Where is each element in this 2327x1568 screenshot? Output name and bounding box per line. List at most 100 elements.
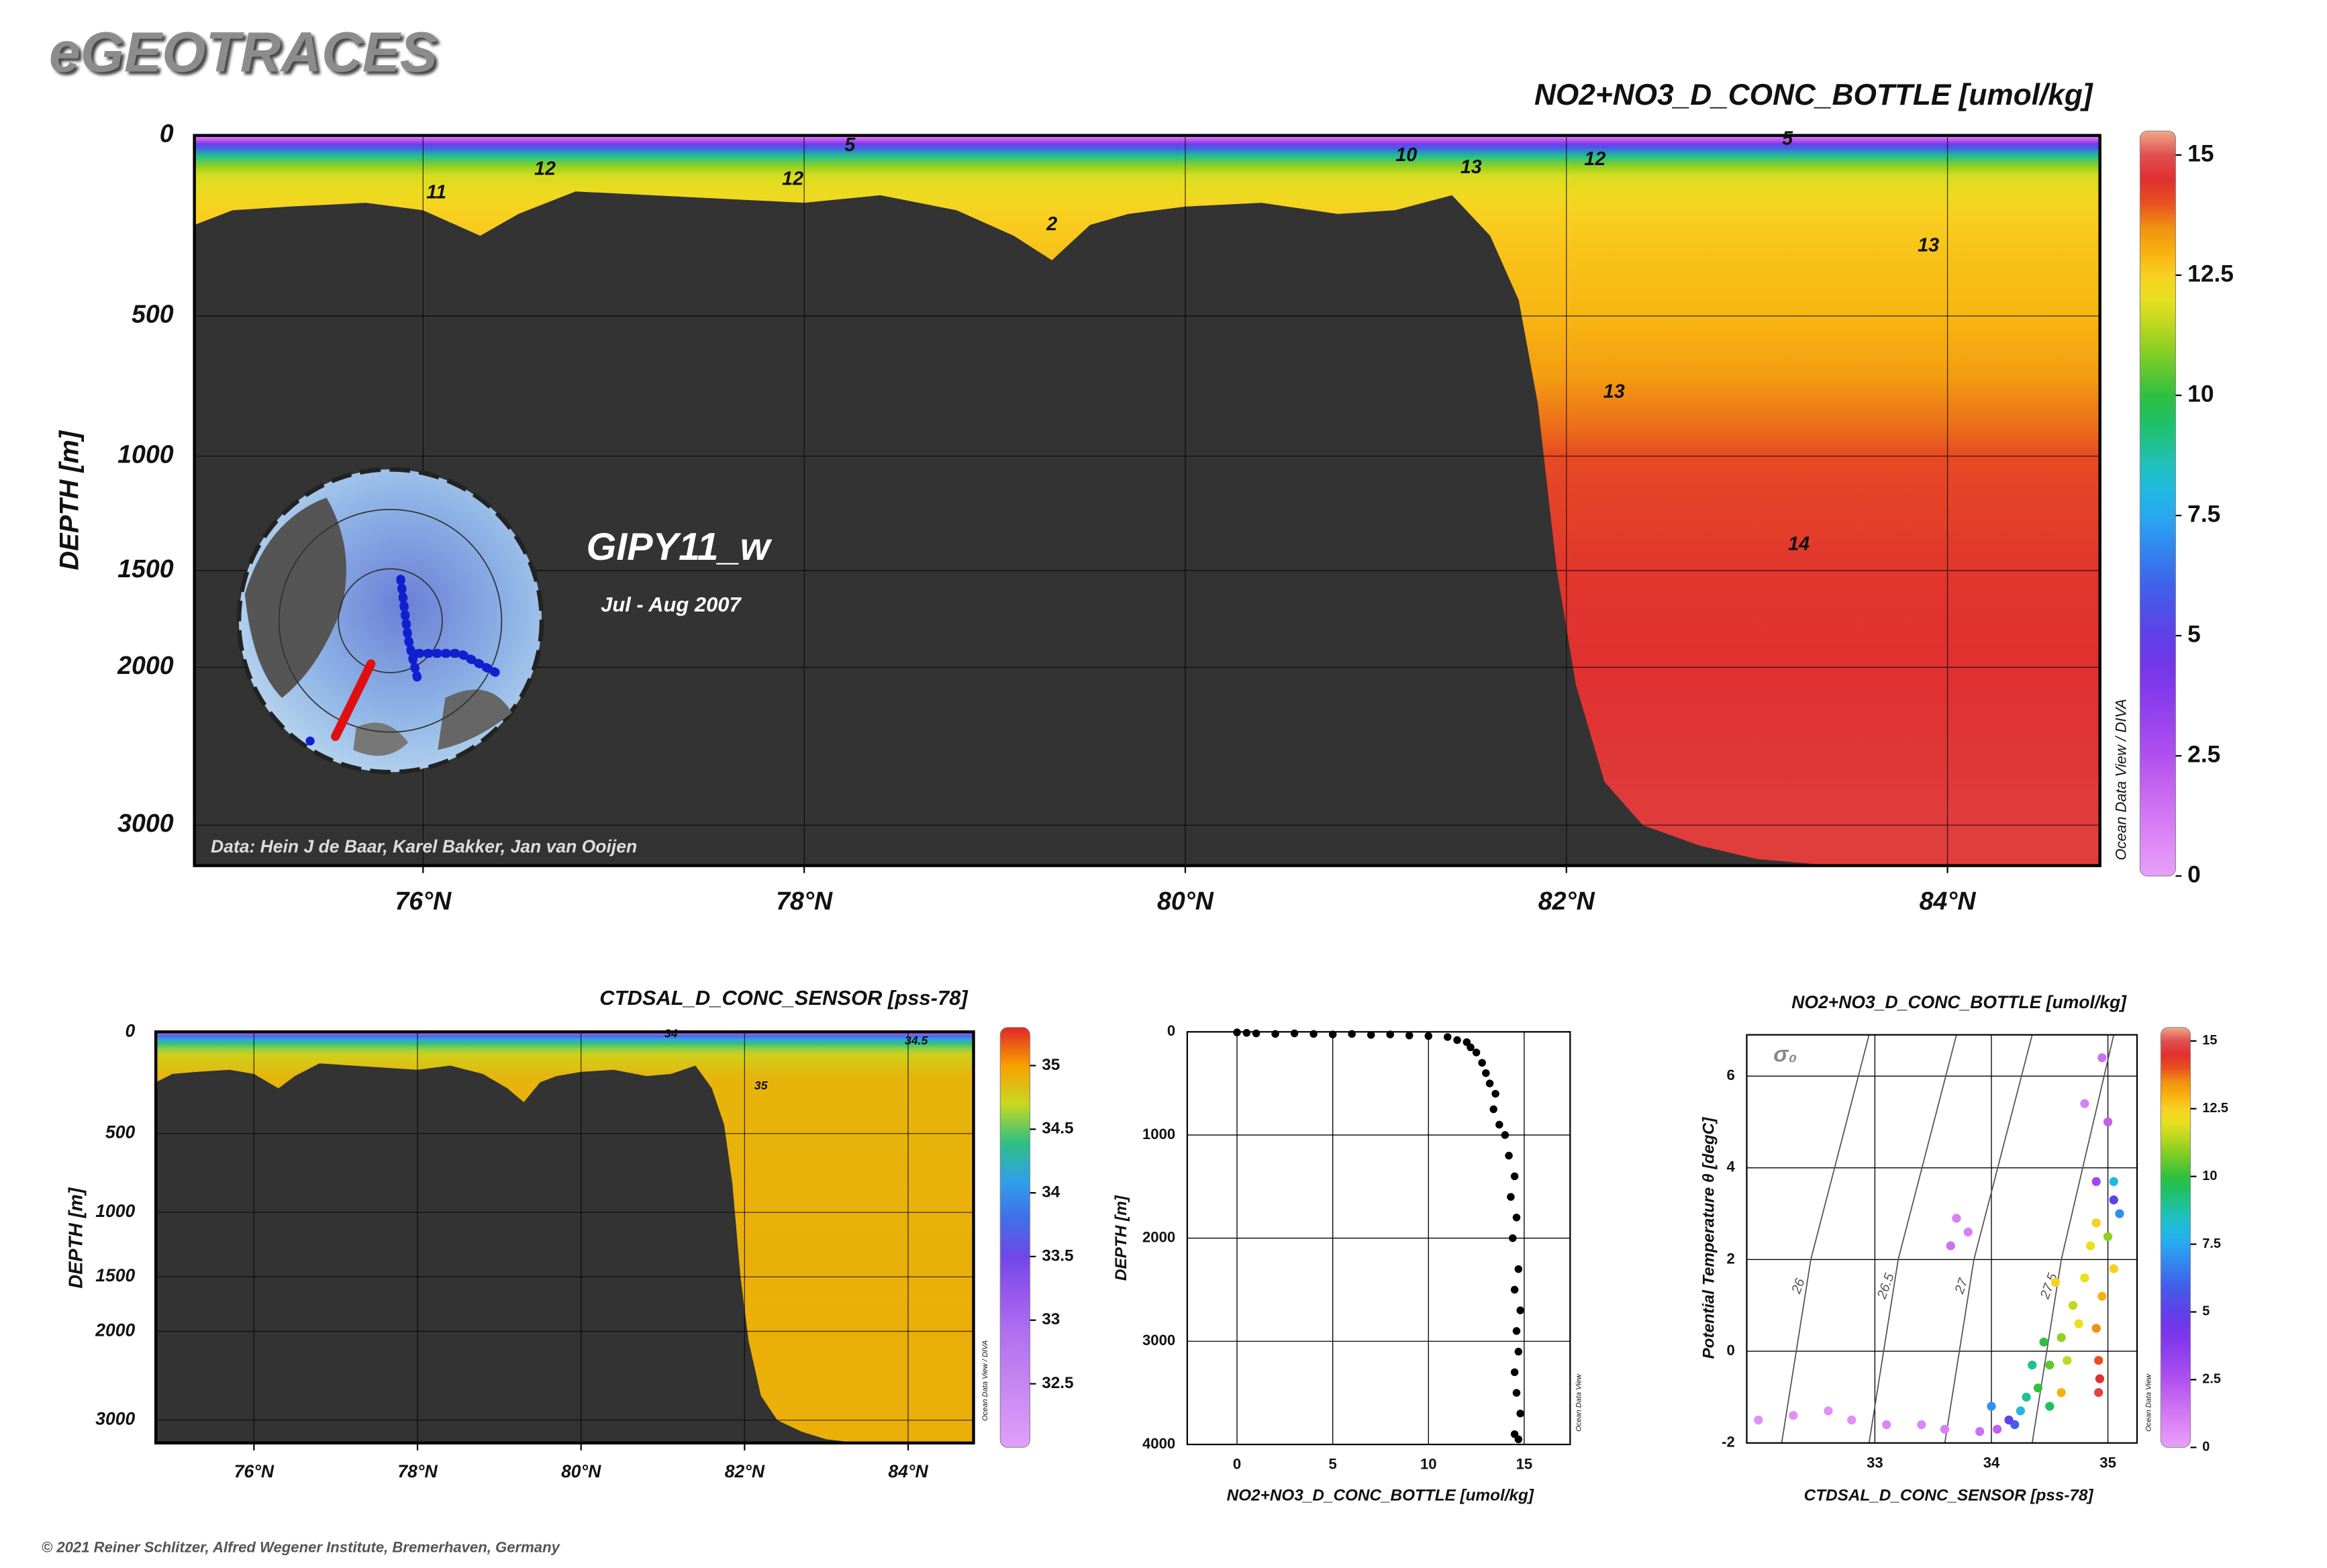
point xyxy=(2094,1387,2103,1398)
data-credit: Data: Hein J de Baar, Karel Bakker, Jan … xyxy=(211,836,637,856)
y-tick-label: 4000 xyxy=(1142,1435,1175,1452)
cruise-label: GIPY11_w xyxy=(587,526,773,569)
x-tick-label: 33 xyxy=(1867,1455,1883,1471)
map-land xyxy=(353,722,409,756)
point xyxy=(2097,1053,2107,1063)
contour-label: 13 xyxy=(1918,235,1939,256)
point xyxy=(1489,1105,1497,1114)
y-tick-label: 1000 xyxy=(117,440,174,468)
contour-label: 13 xyxy=(1460,156,1482,178)
point xyxy=(1491,1089,1499,1098)
point xyxy=(1789,1411,1798,1420)
point xyxy=(2033,1383,2043,1393)
isopycnal xyxy=(1868,1034,1957,1443)
x-tick-label: 34 xyxy=(1983,1455,2000,1471)
point xyxy=(1478,1059,1486,1067)
isopycnal xyxy=(2031,1034,2115,1443)
contour-label: 34.5 xyxy=(905,1034,929,1047)
y-tick-label: 1500 xyxy=(117,554,174,583)
y-tick-label: -2 xyxy=(1722,1434,1735,1451)
point xyxy=(2109,1264,2118,1273)
point xyxy=(2091,1218,2101,1228)
point xyxy=(1514,1265,1523,1273)
x-tick-label: 10 xyxy=(1420,1456,1437,1473)
point xyxy=(1514,1347,1523,1356)
y-tick-label: 6 xyxy=(1726,1067,1734,1083)
point xyxy=(1514,1435,1523,1444)
map-track xyxy=(396,575,424,688)
contour-label: 2 xyxy=(1046,213,1057,235)
point xyxy=(2080,1099,2089,1108)
chart-title: CTDSAL_D_CONC_SENSOR [pss-78] xyxy=(599,986,969,1010)
density-label: σ₀ xyxy=(1773,1042,1797,1067)
y-tick-label: 500 xyxy=(105,1122,135,1142)
contour-label: 34 xyxy=(664,1026,678,1040)
point xyxy=(1482,1069,1490,1077)
inset-map xyxy=(236,467,544,775)
point xyxy=(2103,1117,2113,1127)
point xyxy=(1495,1120,1503,1129)
point xyxy=(1510,1172,1519,1181)
point xyxy=(1242,1029,1251,1037)
point xyxy=(2091,1324,2101,1333)
point xyxy=(1510,1285,1519,1294)
y-tick-label: 2 xyxy=(1726,1250,1734,1267)
x-axis-label: NO2+NO3_D_CONC_BOTTLE [umol/kg] xyxy=(1227,1487,1534,1505)
point xyxy=(2097,1291,2107,1301)
point xyxy=(2016,1406,2026,1416)
y-tick-label: 2000 xyxy=(1142,1228,1175,1245)
plot-frame xyxy=(193,134,2101,867)
contour-label: 12 xyxy=(534,158,556,179)
colorbar-label: 15 xyxy=(2202,1033,2217,1048)
watermark: Ocean Data View xyxy=(2145,1373,2153,1432)
point xyxy=(1754,1415,1763,1425)
contour-label: 35 xyxy=(754,1079,769,1092)
colorbar-label: 10 xyxy=(2187,381,2214,407)
point xyxy=(1882,1420,1891,1430)
x-tick-label: 82°N xyxy=(725,1461,765,1481)
colorbar xyxy=(2139,130,2177,877)
point xyxy=(1472,1048,1481,1057)
point xyxy=(2068,1301,2078,1310)
contour-label: 13 xyxy=(1603,381,1625,403)
point xyxy=(2109,1195,2118,1205)
plot-frame xyxy=(154,1030,975,1444)
point xyxy=(1405,1031,1414,1040)
point xyxy=(1512,1327,1521,1335)
point xyxy=(1510,1368,1519,1377)
colorbar-label: 5 xyxy=(2202,1304,2210,1319)
point xyxy=(2095,1374,2105,1383)
y-tick-label: 0 xyxy=(160,119,174,148)
y-tick-label: 2000 xyxy=(117,651,174,679)
plot-frame xyxy=(1186,1031,1571,1446)
point xyxy=(1512,1214,1521,1222)
colorbar-label: 7.5 xyxy=(2202,1236,2221,1251)
watermark: Ocean Data View / DIVA xyxy=(981,1340,989,1421)
chart-title: NO2+NO3_D_CONC_BOTTLE [umol/kg] xyxy=(1534,79,2093,111)
point xyxy=(1485,1079,1494,1087)
period-label: Jul - Aug 2007 xyxy=(601,593,742,616)
y-tick-label: 0 xyxy=(1726,1342,1734,1359)
point xyxy=(2057,1387,2066,1398)
chart-title: NO2+NO3_D_CONC_BOTTLE [umol/kg] xyxy=(1791,992,2127,1012)
bathymetry xyxy=(156,1063,974,1443)
point xyxy=(1290,1029,1299,1038)
point xyxy=(1963,1227,1973,1237)
point xyxy=(2115,1209,2124,1218)
colorbar-label: 7.5 xyxy=(2187,501,2220,527)
point xyxy=(1993,1424,2002,1434)
y-tick-label: 2000 xyxy=(95,1320,135,1340)
point xyxy=(1501,1131,1509,1139)
isopycnal xyxy=(1781,1034,1870,1443)
point xyxy=(1444,1033,1452,1041)
colorbar xyxy=(2160,1027,2191,1448)
point xyxy=(1516,1410,1524,1418)
point xyxy=(2045,1402,2054,1411)
point xyxy=(2057,1332,2066,1342)
point xyxy=(2094,1356,2103,1365)
contour-label: 12 xyxy=(1584,148,1605,170)
point xyxy=(1509,1234,1517,1242)
y-axis-label: Potential Temperature θ [degC] xyxy=(1700,1117,1718,1359)
colorbar-label: 15 xyxy=(2187,140,2214,166)
y-tick-label: 3000 xyxy=(117,809,174,837)
